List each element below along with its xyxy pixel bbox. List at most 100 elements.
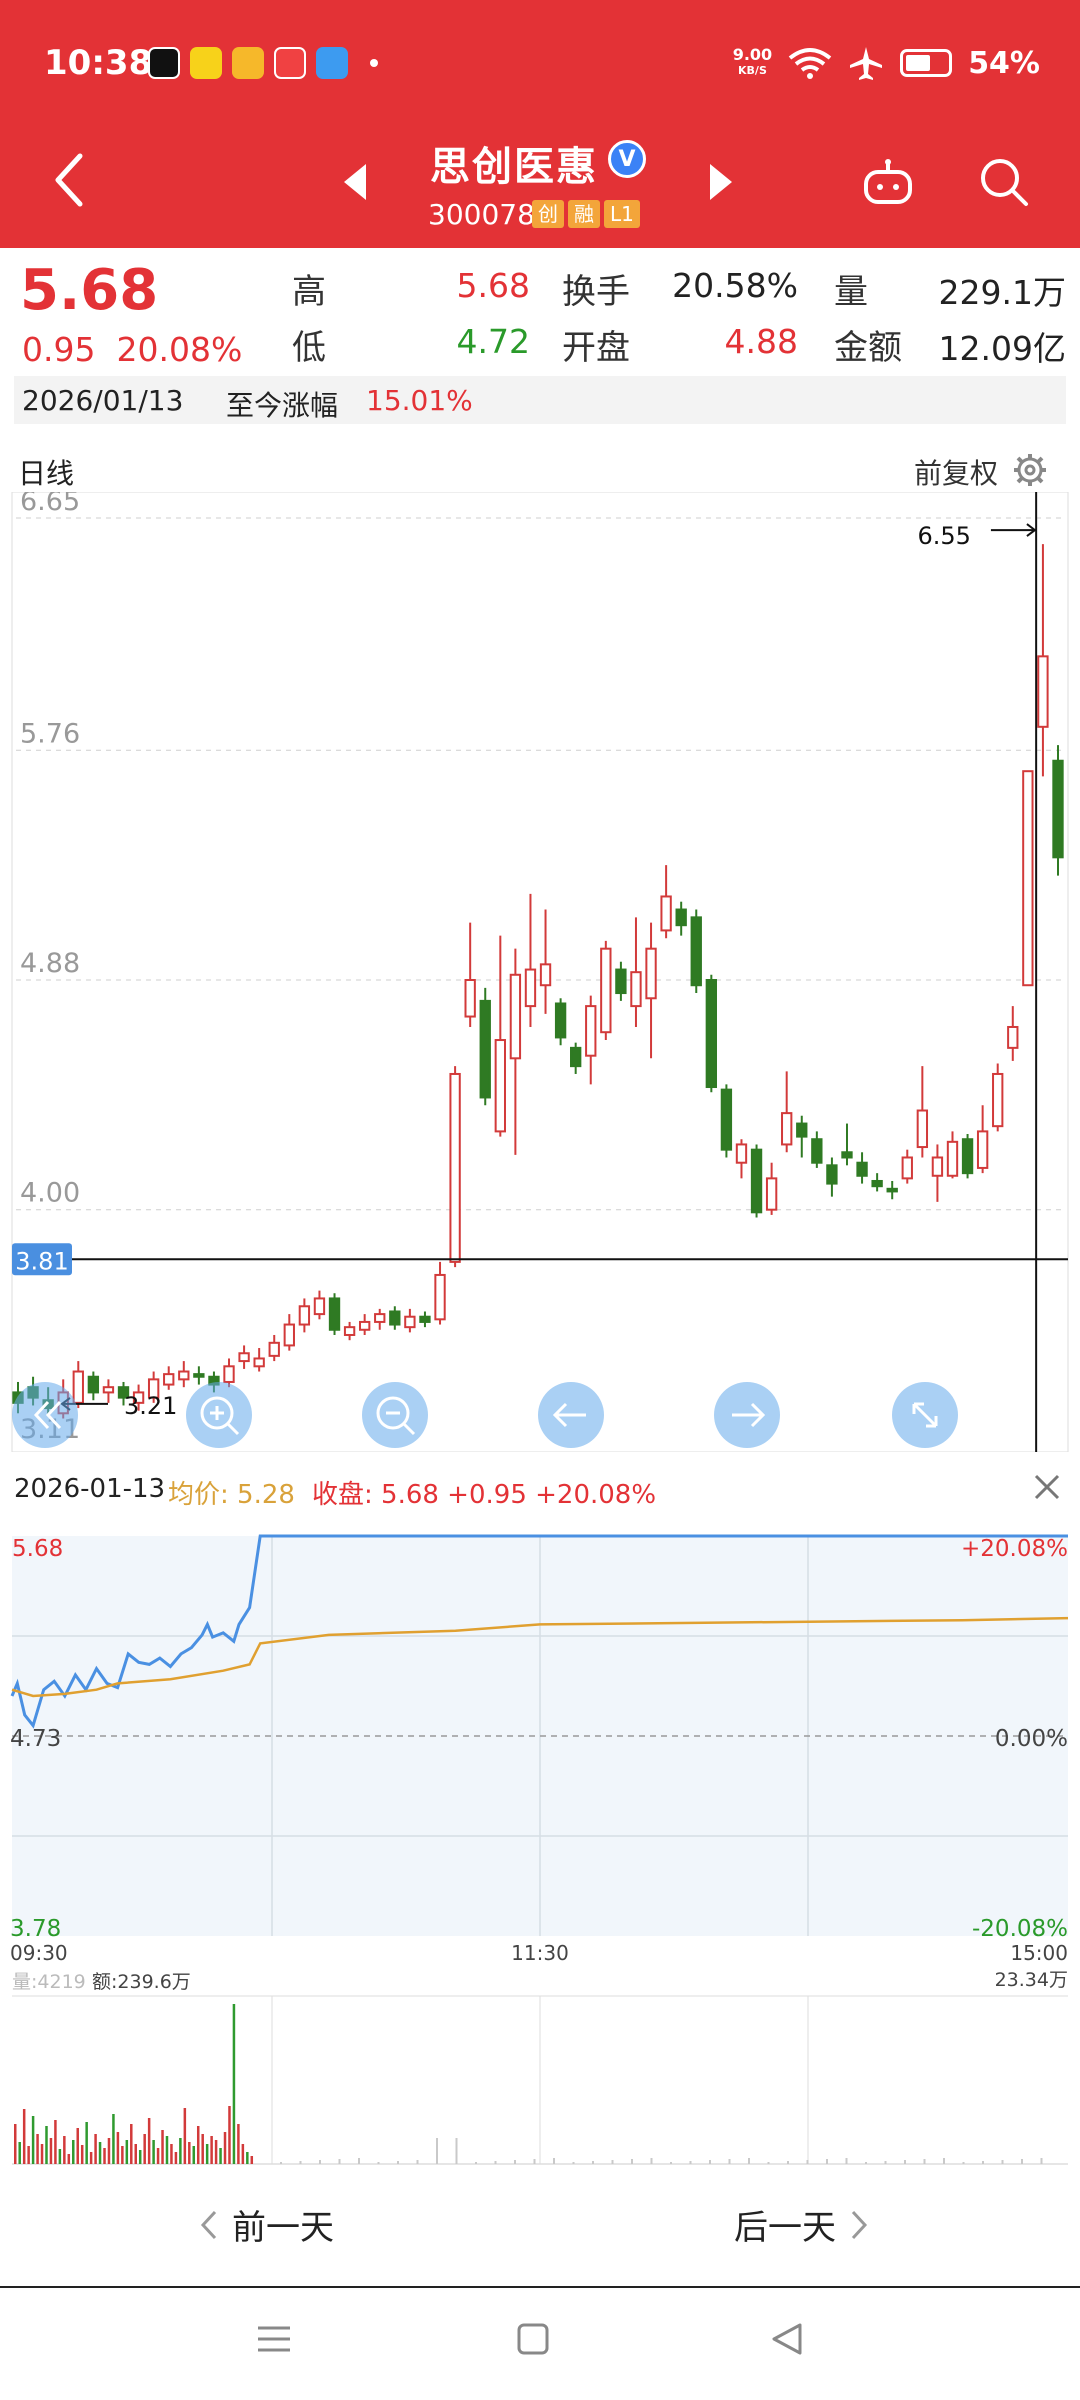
candle	[147, 1371, 160, 1403]
candle	[1022, 770, 1034, 987]
top-header: 10:38 9.00 KB/S 54% 思创医惠 V 300078 创	[0, 0, 1080, 248]
volume-bar	[107, 2138, 111, 2164]
since-value: 15.01%	[366, 384, 473, 417]
robot-assistant-icon[interactable]	[860, 158, 916, 208]
kline-grid: 6.65 5.76 4.88 4.00	[16, 492, 1064, 1211]
candle-body	[976, 1130, 989, 1169]
kline-y-tick: 6.65	[20, 492, 80, 517]
volume-bar	[219, 2148, 222, 2164]
volume-bar	[280, 2162, 282, 2164]
move-right-button[interactable]	[714, 1382, 780, 1448]
candle-body	[992, 1072, 1004, 1128]
candle	[298, 1298, 311, 1333]
move-left-button[interactable]	[538, 1382, 604, 1448]
prev-day-button[interactable]: 前一天	[200, 2200, 334, 2249]
volume-bar	[572, 2162, 575, 2164]
volume-value: 229.1万	[938, 273, 1066, 312]
scroll-start-button[interactable]	[12, 1382, 78, 1448]
zoom-in-icon	[200, 1396, 240, 1436]
candle-body	[539, 963, 552, 987]
back-triangle-icon[interactable]	[770, 2322, 804, 2356]
search-icon[interactable]	[978, 156, 1030, 208]
since-label: 至今涨幅	[226, 389, 339, 422]
volume-bar	[982, 2161, 984, 2164]
time-end: 15:00	[1010, 1941, 1068, 1965]
volume-bar	[494, 2161, 497, 2164]
menu-icon[interactable]	[256, 2324, 292, 2354]
candle	[841, 1123, 853, 1166]
high-value: 5.68	[456, 266, 530, 305]
back-arrow-icon[interactable]	[50, 150, 90, 210]
candle-body	[961, 1138, 974, 1175]
volume-label: 量	[834, 272, 868, 312]
candle	[163, 1366, 175, 1390]
volume-bar	[89, 2152, 93, 2164]
min-price-label: 3.21	[124, 1392, 177, 1420]
candle-body	[343, 1326, 356, 1336]
tiktok-icon	[148, 47, 180, 79]
turnover-value: 20.58%	[672, 266, 798, 305]
next-stock-triangle-icon[interactable]	[708, 162, 734, 202]
candle-body	[374, 1313, 386, 1323]
status-app-icons	[148, 38, 378, 88]
period-daily-tab[interactable]: 日线	[18, 457, 75, 490]
volume-bar	[103, 2148, 106, 2164]
tag-l1: L1	[604, 200, 640, 228]
battery-percent: 54%	[968, 45, 1040, 81]
candle	[554, 998, 567, 1046]
intraday-header: 2026-01-13 均价: 5.28 收盘: 5.68 +0.95 +20.0…	[0, 1452, 1080, 1532]
candle-body	[916, 1109, 929, 1149]
candle-body	[117, 1386, 130, 1399]
candle-body	[434, 1273, 446, 1321]
volume-bar	[1021, 2159, 1023, 2164]
avg-price-label: 均价: 5.28	[168, 1480, 295, 1510]
candle-body	[238, 1352, 250, 1363]
app-orange-icon	[232, 47, 264, 79]
candle-body	[645, 947, 657, 1000]
candle-body	[615, 968, 627, 995]
close-icon[interactable]	[1030, 1470, 1064, 1504]
candle	[193, 1366, 205, 1385]
volume-bar	[416, 2160, 419, 2164]
volume-bar	[650, 2158, 653, 2164]
candle-body	[494, 1039, 506, 1133]
candle-body	[570, 1046, 582, 1068]
volume-bar	[76, 2128, 79, 2164]
candle	[585, 995, 597, 1085]
fullscreen-button[interactable]	[892, 1382, 958, 1448]
zoom-in-button[interactable]	[186, 1382, 252, 1448]
home-icon[interactable]	[516, 2322, 550, 2356]
stock-name[interactable]: 思创医惠	[430, 144, 598, 190]
next-day-button[interactable]: 后一天	[734, 2200, 868, 2249]
volume-bar	[865, 2162, 867, 2164]
prev-stock-triangle-icon[interactable]	[342, 162, 368, 202]
volume-bar	[138, 2150, 142, 2164]
volume-bar	[1040, 2158, 1043, 2164]
volume-bar	[85, 2122, 88, 2164]
system-nav-bar	[0, 2286, 1080, 2400]
weather-icon	[316, 47, 348, 79]
candle-body	[87, 1375, 100, 1394]
candle	[358, 1314, 371, 1335]
candle	[796, 1115, 808, 1158]
candle-body	[72, 1370, 84, 1404]
current-price: 5.68	[20, 258, 159, 323]
volume-bar	[826, 2159, 828, 2164]
candle	[871, 1173, 883, 1192]
adjust-mode[interactable]: 前复权	[914, 457, 999, 490]
intraday-date: 2026-01-13	[14, 1474, 166, 1504]
volume-bar	[748, 2158, 750, 2164]
amount-label: 金额	[834, 328, 902, 368]
volume-bar	[943, 2158, 945, 2164]
kline-chart[interactable]: 6.655.764.884.00 3.816.553.213.11	[0, 492, 1080, 1452]
zoom-out-button[interactable]	[362, 1382, 428, 1448]
settings-gear-icon[interactable]	[1012, 452, 1048, 488]
candle-body	[283, 1323, 295, 1347]
volume-bar	[962, 2162, 965, 2164]
candle-body	[404, 1315, 416, 1329]
volume-bar	[201, 2134, 204, 2164]
intraday-chart[interactable]: 5.68 4.73 3.78 +20.08% 0.00% -20.08% 09:…	[0, 1530, 1080, 2170]
candle-body	[660, 895, 672, 932]
time-start: 09:30	[10, 1941, 68, 1965]
candle	[374, 1308, 386, 1330]
